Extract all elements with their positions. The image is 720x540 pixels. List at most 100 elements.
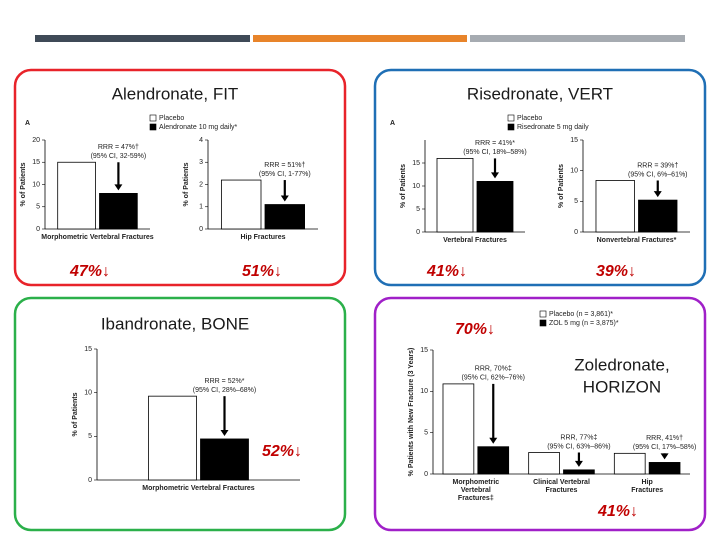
- y-tick-label: 5: [36, 204, 40, 211]
- legend-label: Placebo (n = 3,861)*: [549, 311, 613, 318]
- y-tick-label: 5: [574, 198, 578, 205]
- annotation: RRR = 51%†: [264, 162, 305, 169]
- y-tick-label: 4: [199, 137, 203, 144]
- arrow-head: [574, 460, 583, 467]
- arrow-head: [653, 191, 662, 198]
- panel-frame: [13, 68, 347, 287]
- panel-title: Zoledronate,: [574, 355, 669, 374]
- arrow-head: [491, 172, 499, 179]
- bar: [595, 180, 635, 233]
- header-bar: [470, 35, 685, 42]
- y-axis-label: % of Patients: [558, 164, 565, 208]
- bar: [528, 452, 560, 475]
- y-axis-label: % of Patients: [20, 162, 27, 206]
- x-category-label: Fractures: [546, 487, 578, 494]
- annotation: (95% CI, 63%–86%): [547, 443, 610, 450]
- panel-label: A: [25, 120, 30, 127]
- annotation: RRR = 52%*: [205, 378, 245, 385]
- y-tick-label: 0: [199, 226, 203, 233]
- bar: [613, 452, 646, 475]
- bar: [476, 180, 514, 233]
- y-tick-label: 0: [88, 477, 92, 484]
- x-category-label: Nonvertebral Fractures*: [597, 237, 677, 244]
- y-tick-label: 5: [424, 430, 428, 437]
- arrow-head: [220, 429, 229, 436]
- x-category-label: Vertebral Fractures: [443, 237, 507, 244]
- x-category-label: Morphometric Vertebral Fractures: [142, 485, 255, 492]
- y-axis-label: % of Patients: [183, 162, 190, 206]
- bar: [436, 157, 474, 233]
- x-category-label: Vertebral: [461, 487, 491, 494]
- legend-swatch: [149, 114, 157, 122]
- x-category-label: Hip Fractures: [240, 234, 285, 241]
- y-tick-label: 20: [32, 137, 40, 144]
- x-category-label: Clinical Vertebral: [533, 479, 590, 486]
- y-tick-label: 2: [199, 181, 203, 188]
- legend-swatch: [507, 123, 515, 131]
- panel-frame: [13, 296, 347, 532]
- y-tick-label: 0: [574, 229, 578, 236]
- panel-title: HORIZON: [583, 377, 661, 396]
- panel-label: A: [390, 120, 395, 127]
- x-category-label: Hip: [642, 479, 653, 486]
- annotation: (95% CI, 17%–58%): [633, 444, 696, 451]
- x-category-label: Morphometric Vertebral Fractures: [41, 234, 154, 241]
- legend-swatch: [539, 310, 547, 318]
- header-bar: [35, 35, 250, 42]
- annotation: RRR = 41%*: [475, 140, 515, 147]
- y-tick-label: 15: [84, 346, 92, 353]
- panel-title: Alendronate, FIT: [112, 84, 239, 103]
- legend-swatch: [507, 114, 515, 122]
- x-category-label: Morphometric: [452, 479, 499, 486]
- y-tick-label: 0: [416, 229, 420, 236]
- bar: [264, 204, 305, 230]
- arrow-head: [489, 437, 498, 444]
- panel-title: Ibandronate, BONE: [101, 314, 249, 333]
- y-axis-label: % of Patients: [72, 392, 79, 436]
- annotation: RRR = 39%†: [637, 162, 678, 169]
- annotation: RRR = 47%†: [98, 144, 139, 151]
- legend-swatch: [539, 319, 547, 327]
- annotation: (95% CI, 1-77%): [259, 171, 311, 178]
- bar: [220, 179, 262, 230]
- legend-label: Placebo: [517, 115, 542, 122]
- legend-swatch: [149, 123, 157, 131]
- y-axis-label: % Patients with New Fracture (3 Years): [408, 348, 415, 477]
- bar: [638, 199, 678, 233]
- annotation: RRR, 77%‡: [560, 434, 597, 441]
- legend-label: Risedronate 5 mg daily: [517, 124, 589, 131]
- y-tick-label: 15: [570, 137, 578, 144]
- y-tick-label: 10: [420, 388, 428, 395]
- legend-label: ZOL 5 mg (n = 3,875)*: [549, 320, 619, 327]
- annotation: RRR, 70%‡: [475, 366, 512, 373]
- annotation: (95% CI, 32-59%): [91, 153, 147, 160]
- x-category-label: Fractures‡: [458, 495, 494, 502]
- y-tick-label: 15: [420, 347, 428, 354]
- y-tick-label: 5: [88, 433, 92, 440]
- y-tick-label: 10: [570, 168, 578, 175]
- x-category-label: Fractures: [631, 487, 663, 494]
- arrow-head: [114, 184, 123, 191]
- y-tick-label: 10: [84, 390, 92, 397]
- annotation: (95% CI, 62%–76%): [462, 375, 525, 382]
- header-bar: [253, 35, 467, 42]
- arrow-head: [660, 453, 669, 460]
- legend-label: Alendronate 10 mg daily*: [159, 124, 237, 131]
- y-tick-label: 15: [32, 159, 40, 166]
- annotation: (95% CI, 18%–58%): [463, 149, 526, 156]
- bar: [148, 395, 197, 481]
- bar: [99, 192, 138, 230]
- annotation: RRR, 41%†: [646, 435, 683, 442]
- panel-frame: [373, 68, 707, 287]
- y-tick-label: 5: [416, 206, 420, 213]
- annotation: (95% CI, 6%–61%): [628, 171, 688, 178]
- y-tick-label: 10: [412, 183, 420, 190]
- bar: [57, 161, 96, 230]
- highlight: 70%↓: [455, 321, 495, 338]
- bar: [563, 469, 595, 475]
- y-tick-label: 10: [32, 181, 40, 188]
- bar: [442, 383, 475, 475]
- highlight: 39%↓: [596, 263, 636, 280]
- legend-label: Placebo: [159, 115, 184, 122]
